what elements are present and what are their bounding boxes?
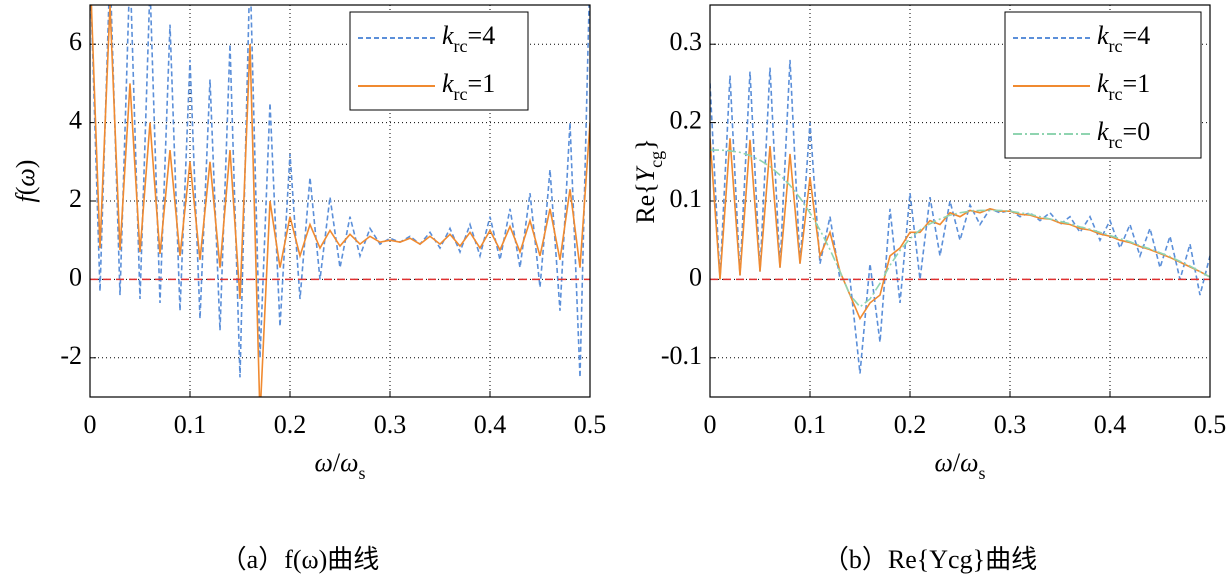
y-tick-label: 0 <box>689 262 702 291</box>
axes-frame <box>89 4 591 398</box>
x-tick-label: 0.1 <box>174 410 207 439</box>
x-tick-label: 0.2 <box>274 410 307 439</box>
y-tick-label: 0.3 <box>670 27 703 56</box>
y-tick-label: -0.1 <box>661 341 702 370</box>
caption: （b）Re{Ycg}曲线 <box>823 545 1037 574</box>
legend-label: krc=1 <box>1097 69 1150 104</box>
legend-label: krc=0 <box>1097 117 1150 152</box>
data-line <box>710 149 1210 308</box>
x-axis-label: ω/ωs <box>315 448 366 483</box>
x-tick-label: 0.4 <box>1094 410 1127 439</box>
y-tick-label: 0.1 <box>670 184 703 213</box>
y-tick-label: 0.2 <box>670 106 703 135</box>
data-line <box>710 138 1210 321</box>
axes-frame <box>709 4 1211 398</box>
y-tick-label: -2 <box>60 341 82 370</box>
x-tick-label: 0.3 <box>994 410 1027 439</box>
y-axis-label: Re{Ycg} <box>631 138 666 223</box>
y-tick-label: 0 <box>69 262 82 291</box>
x-tick-label: 0 <box>704 410 717 439</box>
plot-area <box>90 5 590 397</box>
data-line <box>90 5 590 397</box>
x-tick-label: 0.5 <box>1194 410 1227 439</box>
y-tick-label: 6 <box>69 27 82 56</box>
plot-area <box>710 59 1210 374</box>
legend-label: krc=4 <box>442 21 495 56</box>
legend-label: krc=4 <box>1097 21 1150 56</box>
legend-box <box>349 11 529 111</box>
y-tick-label: 4 <box>69 106 82 135</box>
caption: （a）f(ω)曲线 <box>221 545 380 574</box>
x-tick-label: 0.4 <box>474 410 507 439</box>
data-line <box>90 5 590 378</box>
y-tick-label: 2 <box>69 184 82 213</box>
x-tick-label: 0.2 <box>894 410 927 439</box>
x-tick-label: 0 <box>84 410 97 439</box>
x-tick-label: 0.5 <box>574 410 607 439</box>
legend-label: krc=1 <box>442 69 495 104</box>
x-axis-label: ω/ωs <box>935 448 986 483</box>
x-tick-label: 0.3 <box>374 410 407 439</box>
x-tick-label: 0.1 <box>794 410 827 439</box>
y-axis-label: f(ω) <box>11 160 40 203</box>
